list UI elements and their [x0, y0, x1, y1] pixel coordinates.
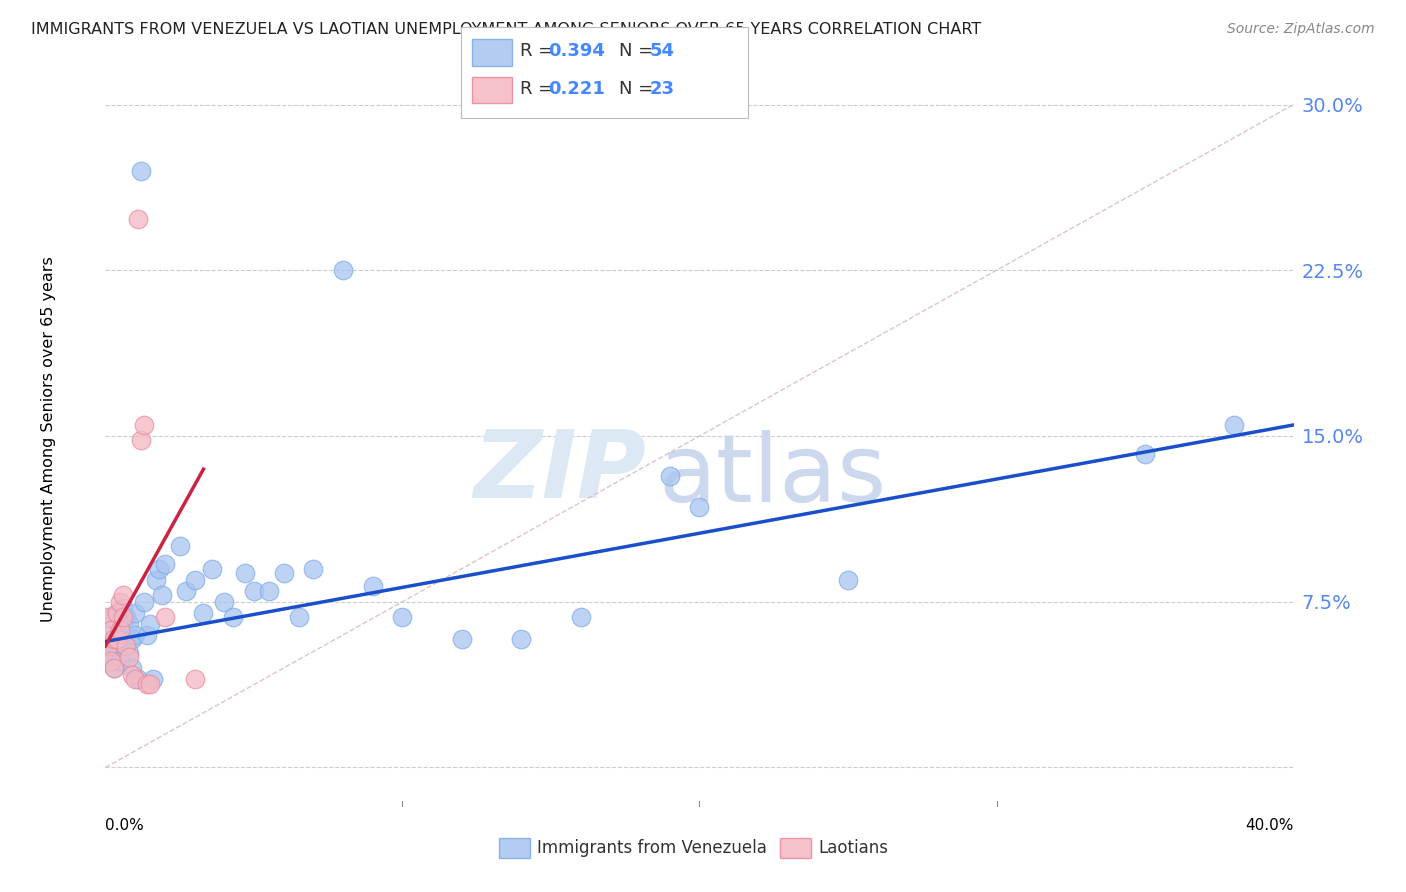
Point: [97, 610, 120, 624]
Text: 54: 54: [650, 42, 675, 60]
Point: [110, 595, 132, 609]
Point: [136, 676, 159, 690]
Point: [302, 561, 325, 575]
Text: 0.221: 0.221: [548, 80, 605, 98]
Point: [193, 606, 215, 620]
Point: [115, 639, 138, 653]
Point: [273, 566, 295, 580]
Point: [136, 628, 159, 642]
Point: [153, 610, 176, 624]
Text: 0.0%: 0.0%: [105, 818, 145, 833]
Point: [127, 212, 149, 227]
Point: [121, 632, 143, 647]
Text: IMMIGRANTS FROM VENEZUELA VS LAOTIAN UNEMPLOYMENT AMONG SENIORS OVER 65 YEARS CO: IMMIGRANTS FROM VENEZUELA VS LAOTIAN UNE…: [31, 22, 981, 37]
Point: [510, 632, 533, 647]
Text: N =: N =: [619, 42, 658, 60]
Point: [129, 163, 152, 178]
Point: [110, 654, 132, 668]
Point: [100, 624, 122, 638]
Point: [103, 632, 125, 647]
Point: [112, 632, 135, 647]
Point: [129, 434, 152, 448]
Point: [112, 588, 135, 602]
Point: [450, 632, 472, 647]
Point: [183, 573, 205, 587]
Point: [115, 632, 138, 647]
Point: [150, 588, 173, 602]
Text: atlas: atlas: [658, 430, 886, 522]
Point: [127, 672, 149, 686]
Point: [183, 672, 205, 686]
Point: [97, 650, 120, 665]
Point: [105, 639, 128, 653]
Text: Immigrants from Venezuela: Immigrants from Venezuela: [537, 839, 766, 857]
Point: [1223, 417, 1246, 432]
Point: [243, 583, 266, 598]
Point: [121, 667, 143, 681]
Point: [118, 646, 141, 660]
Point: [110, 624, 132, 638]
Point: [139, 676, 162, 690]
Point: [112, 610, 135, 624]
Point: [142, 672, 165, 686]
Point: [201, 561, 224, 575]
Point: [97, 639, 120, 653]
Point: [689, 500, 711, 514]
Point: [110, 616, 132, 631]
Point: [121, 661, 143, 675]
Text: R =: R =: [520, 80, 560, 98]
Point: [391, 610, 413, 624]
Point: [115, 610, 138, 624]
Point: [139, 616, 162, 631]
Point: [214, 595, 236, 609]
Point: [100, 654, 122, 668]
Point: [118, 616, 141, 631]
Point: [103, 639, 125, 653]
Point: [100, 610, 122, 624]
Text: 0.394: 0.394: [548, 42, 605, 60]
Text: 23: 23: [650, 80, 675, 98]
Point: [105, 632, 128, 647]
Point: [105, 606, 128, 620]
Point: [569, 610, 592, 624]
Text: N =: N =: [619, 80, 658, 98]
Point: [361, 579, 384, 593]
Text: 40.0%: 40.0%: [1246, 818, 1294, 833]
Point: [145, 573, 167, 587]
Text: R =: R =: [520, 42, 560, 60]
Text: Laotians: Laotians: [818, 839, 889, 857]
Point: [169, 540, 191, 554]
Text: Unemployment Among Seniors over 65 years: Unemployment Among Seniors over 65 years: [41, 256, 56, 623]
Point: [132, 417, 155, 432]
Point: [287, 610, 309, 624]
Point: [124, 606, 146, 620]
Point: [658, 468, 681, 483]
Text: Source: ZipAtlas.com: Source: ZipAtlas.com: [1227, 22, 1375, 37]
Point: [148, 561, 170, 575]
Point: [103, 661, 125, 675]
Point: [118, 650, 141, 665]
Point: [100, 646, 122, 660]
Point: [837, 573, 859, 587]
Point: [132, 595, 155, 609]
Point: [112, 601, 135, 615]
Point: [153, 557, 176, 571]
Point: [257, 583, 280, 598]
Point: [124, 628, 146, 642]
Point: [105, 606, 128, 620]
Point: [332, 263, 354, 277]
Point: [222, 610, 245, 624]
Point: [103, 661, 125, 675]
Point: [97, 628, 120, 642]
Point: [1133, 447, 1156, 461]
Point: [124, 672, 146, 686]
Text: ZIP: ZIP: [474, 426, 645, 518]
Point: [174, 583, 197, 598]
Point: [233, 566, 256, 580]
